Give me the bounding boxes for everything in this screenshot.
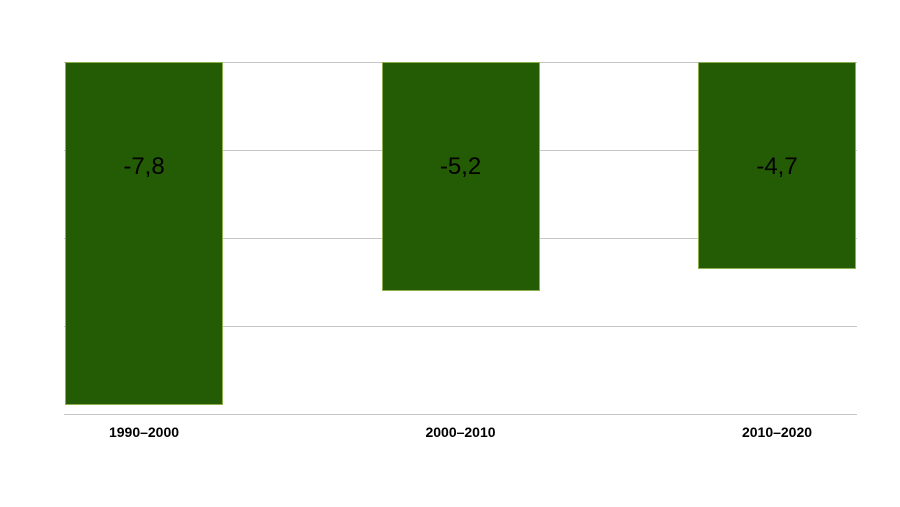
x-axis-label: 1990–2000	[108, 424, 180, 440]
x-axis-line	[64, 414, 857, 415]
bar-value-label: -7,8	[123, 153, 165, 180]
x-axis-label: 2010–2020	[741, 424, 813, 440]
bar-2000-2010	[381, 62, 540, 291]
bar-2010-2020	[698, 62, 856, 269]
bar-1990-2000	[65, 62, 223, 406]
bar-value-label: -5,2	[439, 153, 482, 180]
bar-value-label: -4,7	[756, 153, 798, 180]
gridline	[64, 326, 857, 327]
x-axis-label: 2000–2010	[425, 424, 496, 440]
